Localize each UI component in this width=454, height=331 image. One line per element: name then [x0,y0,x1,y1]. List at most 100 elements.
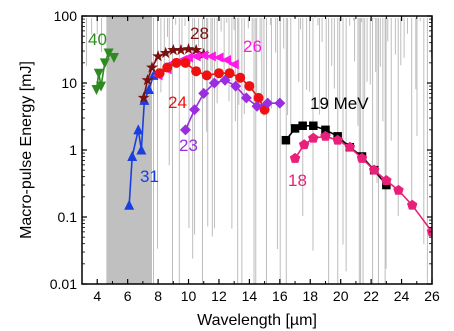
x-tick-label: 16 [272,288,288,304]
series-label: 31 [140,167,159,186]
data-point [190,51,201,62]
data-point [191,66,202,77]
data-point [143,83,154,94]
data-point [180,57,191,68]
data-point [368,164,380,175]
data-point [91,84,102,95]
data-point [152,50,165,62]
data-point [230,80,242,92]
data-point [174,43,187,56]
x-tick-label: 8 [154,288,162,304]
y-tick-label: 0.1 [58,209,78,225]
data-point [224,68,235,79]
data-point [262,97,274,109]
data-point [137,91,150,103]
data-point [406,199,418,210]
data-point [290,124,300,133]
data-point [356,152,368,163]
series-label: 28 [190,24,209,43]
data-point [244,81,255,92]
data-point [108,53,119,64]
y-axis-title: Macro-pulse Energy [mJ] [18,61,35,239]
data-point [426,226,432,237]
data-point [127,150,138,161]
x-tick-label: 26 [424,288,440,304]
data-point [198,50,209,61]
data-point [298,139,310,150]
series-31 [124,69,159,210]
data-point [308,132,319,143]
x-tick-label: 12 [211,288,227,304]
data-point [320,130,331,141]
data-point [162,62,173,73]
data-series [91,42,432,237]
data-point [146,61,158,73]
x-tick-label: 22 [363,288,379,304]
data-point [381,175,392,185]
data-point [189,104,201,116]
y-tick-label: 0.01 [50,276,77,292]
data-point [103,48,114,59]
data-point [251,100,263,112]
data-point [240,92,252,104]
x-axis-title: Wavelength [µm] [197,312,317,329]
data-point [205,51,216,62]
data-point [235,72,246,83]
x-tick-label: 18 [302,288,318,304]
data-point [253,92,264,103]
series-28 [137,42,210,103]
data-point [148,69,159,80]
x-tick-label: 10 [181,288,197,304]
data-point [344,141,356,152]
data-point [221,55,232,66]
data-point [93,68,104,79]
data-point [274,97,286,109]
data-point [190,43,203,56]
series-40 [91,48,119,95]
data-point [208,77,220,89]
x-tick-label: 20 [333,288,349,304]
data-point [219,74,231,86]
data-point [133,124,144,135]
series-label: 40 [88,30,107,49]
x-tick-label: 6 [124,288,132,304]
data-point [179,124,191,136]
series-label: 26 [243,37,262,56]
data-point [167,43,180,56]
data-point [382,180,391,190]
x-tick-label: 14 [242,288,258,304]
data-point [298,121,307,131]
data-point [321,125,330,135]
data-point [99,58,110,69]
data-point [96,81,107,92]
data-point [281,135,291,145]
data-point [198,87,210,99]
data-point [309,121,318,131]
data-point [124,199,135,210]
data-point [136,144,147,155]
series-24 [154,57,270,115]
series-annotations: 40 31 28 26 24 23 19 MeV 18 [88,24,369,190]
y-tick-label: 10 [61,75,77,91]
data-point [201,70,212,81]
series-line [184,79,280,131]
data-point [141,73,154,86]
axes: 4 6 8 10 12 14 16 18 20 22 24 26 0.01 0.1 1 10 100 [50,8,440,304]
data-point [159,46,172,59]
x-tick-label: 24 [394,288,410,304]
series-label: 19 MeV [310,94,369,113]
series-label: 18 [288,171,307,190]
data-point [154,68,165,79]
series-23 [179,74,286,136]
series-18 [289,130,432,237]
y-tick-label: 1 [69,142,77,158]
data-point [228,59,239,70]
data-point [393,184,404,195]
data-point [213,68,224,79]
data-point [289,152,301,163]
data-point [213,52,224,63]
data-point [171,57,182,68]
x-tick-label: 4 [93,288,101,304]
series-label: 24 [168,93,187,112]
